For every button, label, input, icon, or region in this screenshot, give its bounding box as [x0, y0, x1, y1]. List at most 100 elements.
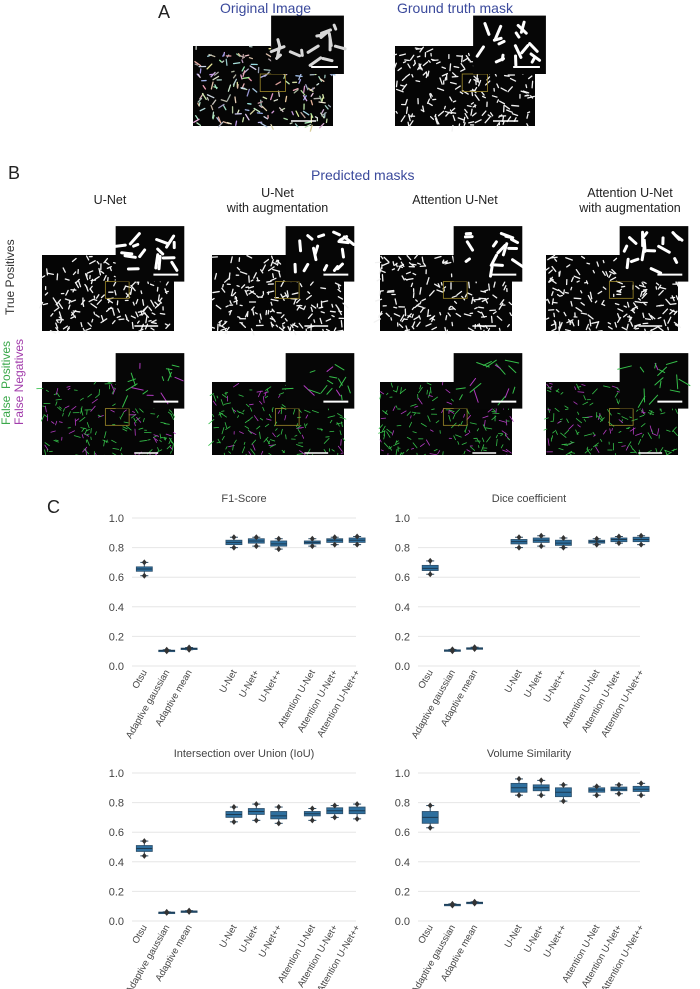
- outlier-marker-low: [616, 790, 622, 797]
- outlier-marker-high: [449, 900, 455, 907]
- y-tick-label: 0.0: [109, 661, 124, 673]
- outlier-marker-high: [253, 534, 259, 541]
- y-tick-label: 0.0: [395, 916, 410, 928]
- y-tick-label: 0.8: [109, 543, 124, 555]
- box-6: [303, 805, 321, 824]
- fp-fn-mask-0: [36, 353, 185, 455]
- box-2: [466, 644, 484, 652]
- y-tick-label: 1.0: [395, 513, 410, 525]
- panel-b-letter: B: [8, 163, 21, 183]
- x-tick-label: Otsu: [130, 668, 150, 691]
- predicted-masks-title: Predicted masks: [311, 167, 415, 183]
- box-7: [326, 534, 344, 548]
- outlier-marker-low: [538, 543, 544, 550]
- outlier-marker-low: [560, 798, 566, 805]
- original-image-title: Original Image: [220, 0, 312, 16]
- outlier-marker-high: [231, 534, 237, 541]
- predicted-mask-images: [36, 226, 691, 455]
- y-tick-label: 0.2: [395, 886, 410, 898]
- outlier-marker-low: [276, 546, 282, 553]
- box-3: [225, 804, 243, 825]
- y-tick-label: 0.4: [395, 602, 410, 614]
- box-0: [421, 557, 439, 578]
- panel-a-images: [193, 15, 546, 132]
- outlier-marker-low: [516, 544, 522, 551]
- outlier-marker-high: [231, 804, 237, 811]
- outlier-marker-high: [516, 534, 522, 541]
- y-tick-label: 0.4: [395, 857, 410, 869]
- chart-title: F1-Score: [221, 493, 266, 505]
- x-tick-label: Otsu: [416, 668, 436, 691]
- x-tick-label: U-Net: [218, 923, 240, 950]
- y-tick-label: 0.6: [109, 572, 124, 584]
- box-7: [326, 802, 344, 821]
- y-tick-label: 0.2: [395, 631, 410, 643]
- outlier-marker-low: [560, 544, 566, 551]
- outlier-marker-high: [309, 805, 315, 812]
- box-6: [303, 535, 321, 550]
- fp-fn-mask-3: [543, 353, 691, 455]
- outlier-marker-high: [516, 775, 522, 782]
- y-tick-label: 0.8: [395, 798, 410, 810]
- outlier-marker-high: [141, 838, 147, 845]
- outlier-marker-low: [594, 541, 600, 548]
- y-tick-label: 0.2: [109, 886, 124, 898]
- panel-b-images: [36, 226, 691, 455]
- box-1: [444, 646, 461, 655]
- box-3: [510, 534, 528, 551]
- outlier-marker-low: [276, 820, 282, 827]
- model-title-unet: U-Net: [93, 193, 127, 207]
- outlier-marker-low: [427, 571, 433, 578]
- fp-fn-mask-1: [208, 353, 355, 455]
- outlier-marker-high: [253, 801, 259, 808]
- y-tick-label: 0.2: [109, 631, 124, 643]
- outlier-marker-high: [354, 533, 360, 540]
- x-tick-label: Otsu: [130, 923, 150, 946]
- outlier-marker-high: [164, 646, 170, 653]
- outlier-marker-low: [638, 541, 644, 548]
- chart-1: Dice coefficient0.00.20.40.60.81.0OtsuAd…: [395, 493, 650, 741]
- x-tick-label: U-Net: [503, 923, 525, 950]
- outlier-marker-low: [253, 817, 259, 824]
- box-6: [588, 783, 606, 799]
- outlier-marker-high: [472, 644, 478, 651]
- y-tick-label: 0.4: [109, 857, 124, 869]
- box-8: [632, 532, 650, 548]
- outlier-marker-low: [594, 792, 600, 799]
- outlier-marker-high: [309, 535, 315, 542]
- box-8: [632, 780, 650, 799]
- outlier-marker-low: [354, 541, 360, 548]
- outlier-marker-high: [638, 532, 644, 539]
- box-4: [247, 801, 265, 824]
- outlier-marker-low: [538, 792, 544, 799]
- box-5: [555, 534, 572, 551]
- y-tick-label: 0.0: [395, 661, 410, 673]
- original-image: [193, 15, 347, 132]
- panel-a-letter: A: [158, 2, 171, 22]
- outlier-marker-high: [276, 804, 282, 811]
- outlier-marker-low: [332, 541, 338, 548]
- outlier-marker-low: [309, 543, 315, 550]
- box-7: [610, 781, 628, 797]
- outlier-marker-high: [332, 802, 338, 809]
- outlier-marker-high: [427, 802, 433, 809]
- box-0: [135, 559, 153, 579]
- ground-truth-title: Ground truth mask: [397, 0, 513, 16]
- panel-c-letter: C: [47, 497, 60, 517]
- box-1: [158, 908, 176, 916]
- outlier-marker-low: [616, 540, 622, 547]
- y-tick-label: 0.6: [395, 572, 410, 584]
- box-2: [180, 644, 198, 653]
- outlier-marker-low: [231, 818, 237, 825]
- model-title-attention-unet-aug: Attention U-Net with augmentation: [579, 186, 681, 215]
- outlier-marker-low: [231, 544, 237, 551]
- box-3: [225, 534, 243, 551]
- outlier-marker-high: [354, 801, 360, 808]
- chart-2: Intersection over Union (IoU) 0.0 0.2 0.4 0.…: [109, 748, 366, 989]
- outlier-marker-low: [141, 572, 147, 579]
- chart-title: Volume Similarity: [487, 748, 572, 760]
- outlier-marker-low: [427, 824, 433, 831]
- y-tick-label: 0.6: [109, 827, 124, 839]
- outlier-marker-low: [354, 815, 360, 822]
